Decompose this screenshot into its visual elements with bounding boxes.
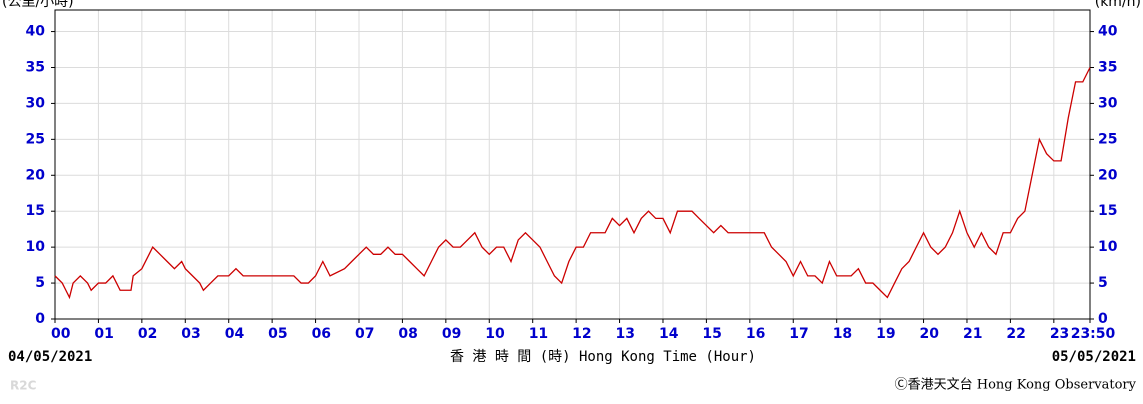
plot-border: [54, 9, 1091, 320]
y-tick-label-right: 20: [1098, 167, 1118, 183]
y-tick-label: 30: [26, 95, 46, 111]
x-tick-label: 14: [659, 326, 679, 342]
x-tick-label: 17: [789, 326, 808, 342]
y-tick-label: 10: [26, 239, 46, 255]
x-tick-label: 22: [1006, 326, 1025, 342]
y-tick-label-right: 0: [1098, 311, 1108, 327]
y-tick-label: 0: [35, 311, 45, 327]
x-tick-label: 11: [529, 326, 548, 342]
y-tick-label: 35: [26, 59, 45, 75]
y-tick-label-right: 25: [1098, 131, 1117, 147]
y-tick-label-right: 15: [1098, 203, 1117, 219]
x-tick-label: 23: [1050, 326, 1069, 342]
credit: Ⓒ香港天文台 Hong Kong Observatory: [895, 378, 1137, 393]
y-tick-label: 20: [26, 167, 46, 183]
data-line: [54, 67, 1091, 300]
x-tick-label: 03: [181, 326, 200, 342]
y-tick-label: 5: [35, 275, 45, 291]
x-tick-label: 04: [225, 326, 245, 342]
x-tick-label: 05: [268, 326, 287, 342]
x-tick-label: 10: [485, 326, 505, 342]
x-tick-label: 01: [94, 326, 113, 342]
x-tick-label: 23:50: [1071, 326, 1116, 342]
x-tick-label: 18: [833, 326, 852, 342]
x-tick-label: 02: [138, 326, 157, 342]
code-label: R2C: [10, 379, 37, 393]
y-tick-label: 25: [26, 131, 45, 147]
y-tick-label: 15: [26, 203, 45, 219]
x-tick-label: 20: [920, 326, 940, 342]
x-tick-label: 12: [572, 326, 591, 342]
x-tick-label: 15: [702, 326, 721, 342]
x-tick-label: 08: [398, 326, 417, 342]
y-label-right: (km/h): [1095, 0, 1141, 10]
x-tick-label: 13: [616, 326, 635, 342]
y-label-left: (公里/小時): [2, 0, 74, 10]
y-tick-label-right: 35: [1098, 59, 1117, 75]
y-tick-label-right: 10: [1098, 239, 1118, 255]
x-axis-title: 香 港 時 間 (時) Hong Kong Time (Hour): [450, 349, 756, 365]
x-tick-label: 16: [746, 326, 765, 342]
date-start: 04/05/2021: [8, 349, 92, 365]
y-tick-label-right: 30: [1098, 95, 1118, 111]
x-tick-label: 09: [442, 326, 461, 342]
x-tick-label: 06: [312, 326, 331, 342]
date-end: 05/05/2021: [1052, 349, 1136, 365]
x-tick-label: 21: [963, 326, 982, 342]
x-tick-label: 00: [51, 326, 71, 342]
x-tick-label: 07: [355, 326, 374, 342]
y-tick-label: 40: [26, 24, 46, 40]
y-tick-label-right: 5: [1098, 275, 1108, 291]
y-tick-label-right: 40: [1098, 24, 1118, 40]
x-tick-label: 19: [876, 326, 895, 342]
